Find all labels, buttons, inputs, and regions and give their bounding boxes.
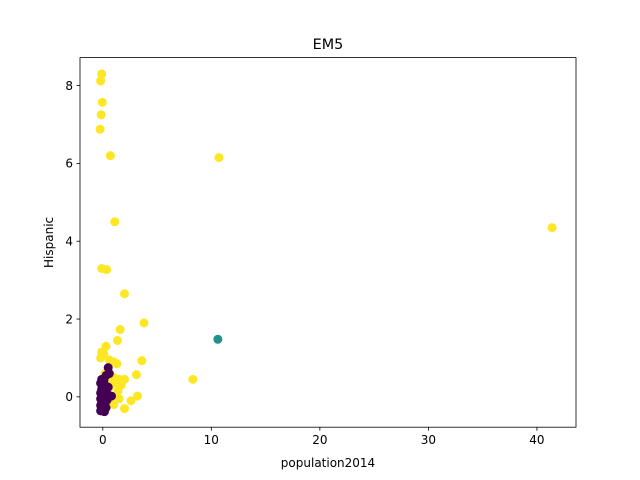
data-point: [126, 396, 136, 406]
data-point: [95, 124, 105, 134]
data-point: [120, 289, 129, 299]
x-axis-label: population2014: [281, 456, 375, 470]
data-point: [547, 223, 557, 233]
y-tick-label: 4: [65, 235, 73, 249]
data-point: [131, 370, 141, 380]
x-tick-label: 10: [204, 433, 219, 447]
x-tick-label: 30: [421, 433, 436, 447]
y-tick-label: 8: [65, 79, 73, 93]
data-point: [112, 359, 122, 369]
data-point: [213, 334, 223, 344]
data-point: [115, 325, 125, 335]
data-point: [139, 318, 149, 328]
x-tick-label: 40: [529, 433, 544, 447]
data-point: [114, 394, 124, 404]
y-tick-label: 0: [65, 390, 73, 404]
data-point: [188, 374, 198, 384]
x-axis-ticks: 0 10 20 30 40: [99, 427, 545, 447]
data-point: [97, 97, 107, 107]
data-point: [120, 404, 129, 414]
data-point: [133, 391, 143, 401]
x-tick-label: 20: [312, 433, 327, 447]
data-point: [97, 69, 107, 79]
data-point: [105, 151, 115, 161]
data-point: [96, 110, 106, 120]
data-point: [113, 386, 123, 396]
y-tick-label: 6: [65, 157, 73, 171]
data-point: [109, 400, 119, 410]
data-point: [214, 153, 224, 163]
y-axis-ticks: 0 2 4 6 8: [65, 79, 80, 404]
data-point: [110, 217, 120, 227]
plot-frame: [79, 57, 577, 428]
data-point: [96, 353, 106, 363]
chart-title: EM5: [313, 37, 344, 53]
data-point: [137, 356, 147, 366]
data-points: [95, 69, 557, 417]
y-axis-label: Hispanic: [42, 217, 56, 268]
y-tick-label: 2: [65, 312, 73, 326]
data-point: [112, 335, 122, 345]
x-tick-label: 0: [99, 433, 107, 447]
data-point: [99, 407, 109, 417]
data-point: [96, 76, 106, 86]
data-point: [102, 265, 112, 275]
